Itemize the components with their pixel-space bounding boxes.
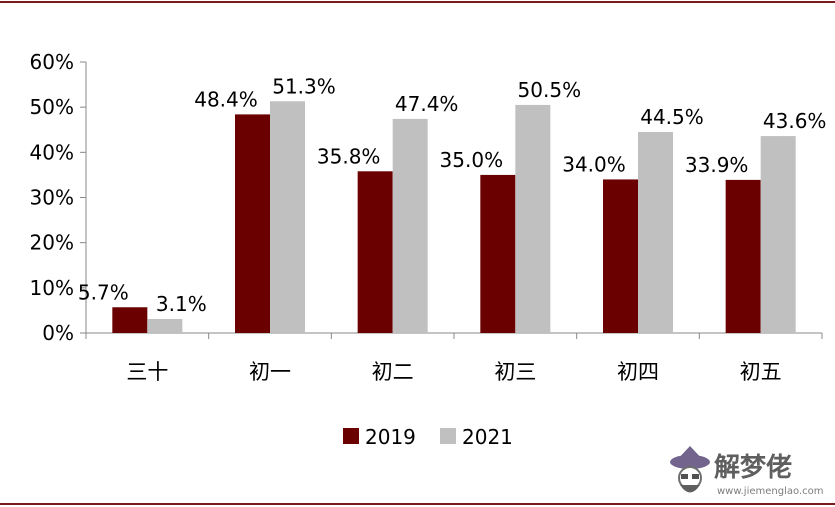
chart-category-labels: 三十 初一 初二 初三 初四 初五 bbox=[126, 360, 781, 384]
watermark-url: www.jiemenglao.com bbox=[717, 486, 823, 497]
bar-2019-4 bbox=[480, 174, 516, 333]
x-tick-label: 初一 bbox=[249, 360, 291, 384]
bar-2019-5 bbox=[603, 179, 638, 333]
bar-2019-6 bbox=[725, 179, 761, 333]
bar-2021-5 bbox=[638, 132, 673, 333]
legend-label-2021: 2021 bbox=[462, 425, 513, 449]
y-tick-label: 40% bbox=[30, 140, 74, 164]
watermark-text: 解梦佬 bbox=[714, 453, 792, 483]
y-tick-label: 30% bbox=[30, 186, 74, 210]
chart-axes: 0% 10% 20% 30% 40% 50% 60% bbox=[30, 50, 823, 345]
bar-2021-2 bbox=[270, 101, 305, 333]
data-label-2021-3: 47.4% bbox=[395, 92, 459, 116]
y-tick-label: 10% bbox=[30, 276, 74, 300]
data-label-2019-6: 33.9% bbox=[685, 153, 749, 177]
legend-swatch-2019 bbox=[343, 428, 359, 444]
x-tick-label: 初三 bbox=[494, 360, 536, 384]
x-tick-label: 三十 bbox=[126, 360, 168, 384]
x-tick-label: 初五 bbox=[740, 360, 782, 384]
legend: 2019 2021 bbox=[343, 425, 513, 449]
bottom-rule bbox=[0, 503, 835, 505]
x-tick-label: 初四 bbox=[617, 360, 659, 384]
chart-data-labels: 5.7% 3.1% 48.4% 51.3% 35.8% 47.4% 35.0% 50.5% 34… bbox=[78, 74, 827, 316]
data-label-2019-1: 5.7% bbox=[78, 280, 129, 304]
legend-label-2019: 2019 bbox=[365, 425, 416, 449]
y-tick-label: 20% bbox=[30, 231, 74, 255]
bar-2019-3 bbox=[357, 171, 393, 333]
x-tick-label: 初二 bbox=[372, 360, 414, 384]
watermark-logo-icon bbox=[670, 446, 710, 493]
legend-swatch-2021 bbox=[440, 428, 456, 444]
top-rule bbox=[0, 1, 835, 3]
data-label-2021-1: 3.1% bbox=[156, 292, 207, 316]
data-label-2021-4: 50.5% bbox=[518, 78, 582, 102]
bar-2021-3 bbox=[392, 118, 428, 333]
y-tick-label: 50% bbox=[30, 95, 74, 119]
data-label-2019-4: 35.0% bbox=[440, 148, 504, 172]
data-label-2021-5: 44.5% bbox=[640, 105, 704, 129]
watermark: 解梦佬 www.jiemenglao.com bbox=[670, 446, 823, 497]
data-label-2021-6: 43.6% bbox=[763, 109, 827, 133]
bar-2021-6 bbox=[760, 136, 796, 333]
chart-bars bbox=[112, 101, 796, 334]
y-tick-label: 60% bbox=[30, 50, 74, 74]
bar-2019-1 bbox=[112, 307, 148, 333]
y-tick-label: 0% bbox=[42, 321, 74, 345]
bar-2021-4 bbox=[515, 104, 551, 334]
bar-2019-2 bbox=[235, 114, 270, 333]
data-label-2019-2: 48.4% bbox=[194, 87, 258, 111]
data-label-2019-5: 34.0% bbox=[562, 152, 626, 176]
data-label-2019-3: 35.8% bbox=[317, 144, 381, 168]
data-label-2021-2: 51.3% bbox=[272, 74, 336, 98]
bar-2021-1 bbox=[147, 318, 183, 333]
